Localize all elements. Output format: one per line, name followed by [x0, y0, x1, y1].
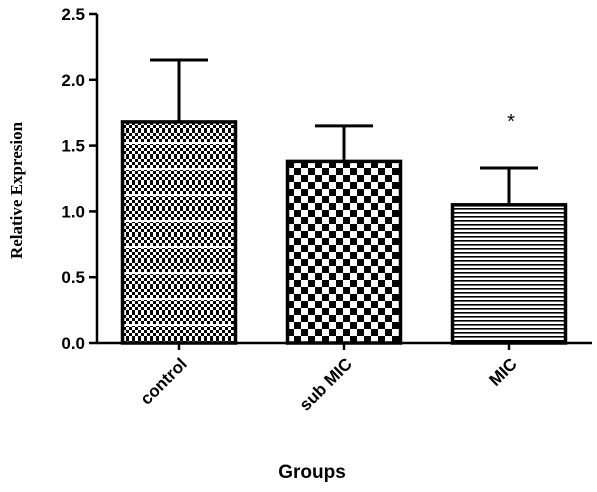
- y-tick-label: 0.0: [61, 334, 85, 353]
- y-tick-label: 0.5: [61, 268, 85, 287]
- x-axis-label: Groups: [278, 462, 346, 483]
- significance-marker: *: [507, 111, 515, 133]
- x-axis: control sub MIC MIC: [96, 341, 592, 415]
- y-tick-label: 2.0: [61, 71, 85, 90]
- bar-control: [120, 120, 238, 345]
- y-tick-label: 1.0: [61, 202, 85, 221]
- y-tick-label: 2.5: [61, 5, 85, 24]
- bar-mic: [450, 203, 568, 345]
- x-tick-label: MIC: [485, 354, 520, 389]
- bars: [120, 120, 568, 345]
- y-axis-label: Relative Expresion: [7, 121, 26, 259]
- y-tick-label: 1.5: [61, 137, 85, 156]
- annotations: *: [507, 111, 515, 133]
- x-tick-label: control: [137, 354, 191, 408]
- y-axis: 0.0 0.5 1.0 1.5 2.0 2.5: [61, 5, 99, 353]
- error-bars: [150, 58, 538, 205]
- bar-sub-mic: [285, 159, 403, 345]
- x-tick-label: sub MIC: [296, 354, 356, 414]
